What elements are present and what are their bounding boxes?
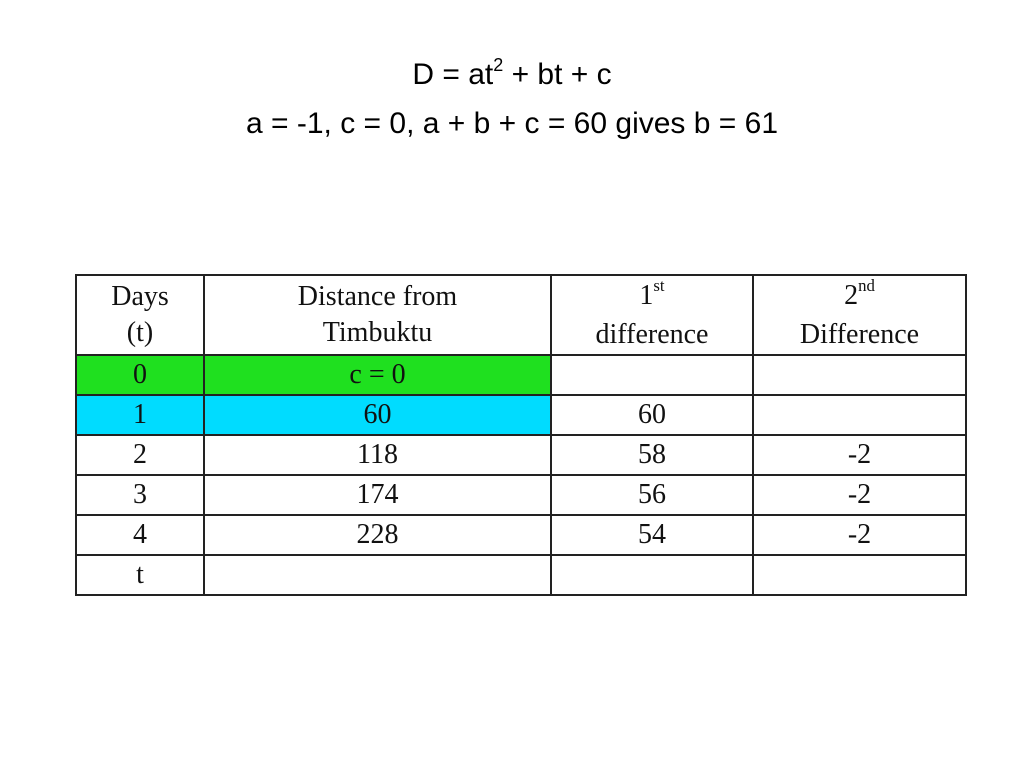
table-cell: [550, 554, 754, 596]
table-row: 4 228 54 -2: [75, 514, 967, 556]
table-cell: t: [75, 554, 205, 596]
table-cell: 4: [75, 514, 205, 556]
title-superscript: 2: [493, 54, 504, 75]
header-superscript: st: [653, 275, 665, 295]
table-cell: 118: [203, 434, 552, 476]
table-cell: 0: [75, 354, 205, 396]
header-line: Days: [77, 279, 203, 315]
table-cell: [752, 354, 967, 396]
title: D = at2 + bt + c a = -1, c = 0, a + b + …: [0, 52, 1024, 146]
table-cell: c = 0: [203, 354, 552, 396]
table-row: t: [75, 554, 967, 596]
header-cell: Days (t): [75, 274, 205, 356]
table-cell: -2: [752, 514, 967, 556]
header-cell: Distance from Timbuktu: [203, 274, 552, 356]
title-text: + bt + c: [503, 58, 612, 91]
table: Days (t) Distance from Timbuktu 1st differenc…: [75, 274, 967, 596]
table-cell: 228: [203, 514, 552, 556]
table-cell: [752, 554, 967, 596]
header-line: Difference: [799, 318, 920, 350]
header-superscript: nd: [858, 275, 875, 295]
table-header: Days (t) Distance from Timbuktu 1st differenc…: [75, 274, 967, 356]
table-cell: 54: [550, 514, 754, 556]
table-row: 1 60 60: [75, 394, 967, 436]
table-cell: [203, 554, 552, 596]
table-row: 2 118 58 -2: [75, 434, 967, 476]
header-text: Days: [111, 281, 169, 312]
header-line: 1st: [552, 275, 752, 317]
header-text: Distance from: [297, 281, 458, 312]
table-cell: 2: [75, 434, 205, 476]
title-text: D = at: [412, 58, 494, 91]
header-line: 2nd: [754, 275, 965, 317]
header-line: Distance from: [205, 279, 550, 315]
table-cell: [752, 394, 967, 436]
table-cell: -2: [752, 434, 967, 476]
header-text: 2: [844, 279, 859, 311]
table-cell: [550, 354, 754, 396]
table-cell: 1: [75, 394, 205, 436]
header-cell: 1st difference: [550, 274, 754, 356]
table-cell: 174: [203, 474, 552, 516]
table-cell: 3: [75, 474, 205, 516]
table-cell: 56: [550, 474, 754, 516]
title-line: a = -1, c = 0, a + b + c = 60 gives b = …: [245, 107, 779, 140]
table-cell: -2: [752, 474, 967, 516]
header-line: Timbuktu: [322, 317, 433, 348]
table-row: 3 174 56 -2: [75, 474, 967, 516]
header-line: (t): [126, 317, 154, 348]
header-text: 1: [639, 279, 654, 311]
title-line: D = at2 + bt + c: [0, 52, 1024, 101]
table-cell: 60: [203, 394, 552, 436]
table-cell: 60: [550, 394, 754, 436]
header-line: difference: [595, 318, 709, 350]
header-cell: 2nd Difference: [752, 274, 967, 356]
header-row: Days (t) Distance from Timbuktu 1st differenc…: [75, 274, 967, 356]
table-cell: 58: [550, 434, 754, 476]
